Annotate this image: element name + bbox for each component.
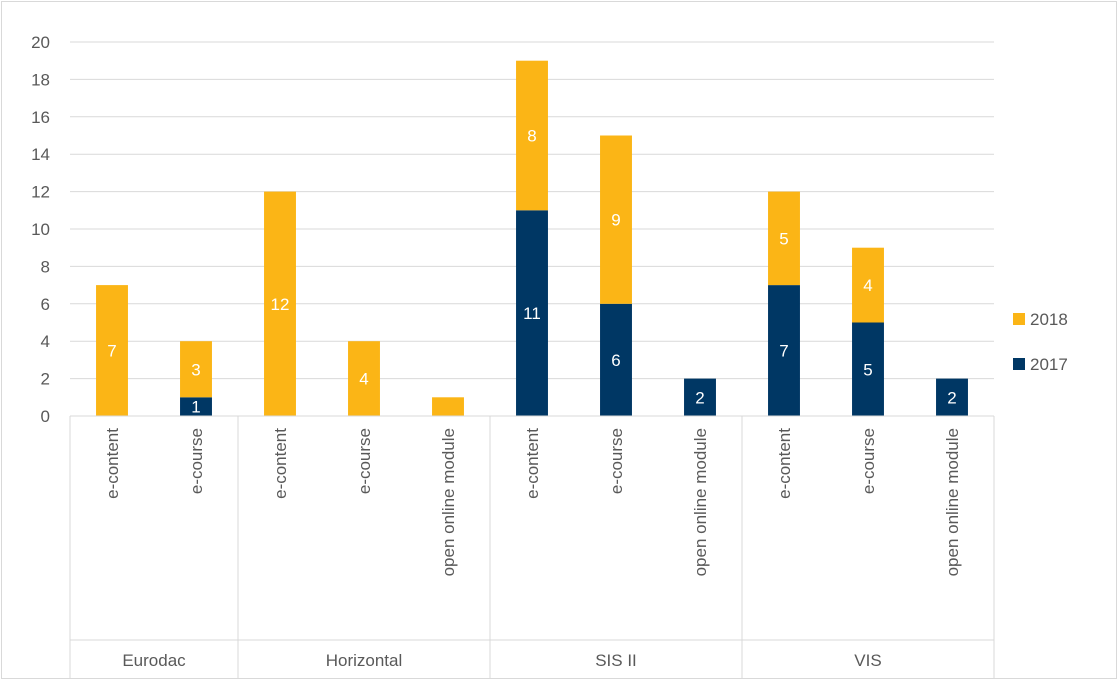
y-tick-label: 2 xyxy=(41,370,50,389)
data-label-2017: 7 xyxy=(779,342,788,361)
data-label-2018: 7 xyxy=(107,342,116,361)
x-category-label: e-content xyxy=(775,428,794,499)
data-label-2018: 3 xyxy=(191,360,200,379)
bar-2018 xyxy=(432,397,464,416)
y-tick-label: 10 xyxy=(31,220,50,239)
legend-swatch-2018 xyxy=(1013,313,1025,325)
y-tick-label: 6 xyxy=(41,295,50,314)
bar-2018 xyxy=(600,135,632,304)
x-axis: e-content e-course Eurodac e-content e-cours… xyxy=(69,415,995,678)
x-category-label: open online module xyxy=(439,428,458,576)
data-label-2017: 2 xyxy=(695,388,704,407)
bar-2018 xyxy=(180,341,212,398)
bar-2017 xyxy=(852,322,884,416)
x-category-label: e-course xyxy=(859,428,878,494)
bars xyxy=(96,60,968,416)
data-label-2017: 5 xyxy=(863,360,872,379)
y-tick-label: 16 xyxy=(31,108,50,127)
y-tick-label: 4 xyxy=(41,332,50,351)
y-axis-ticks: 0 2 4 6 8 10 12 14 16 18 20 xyxy=(31,33,50,426)
x-group-label: Horizontal xyxy=(326,651,403,670)
data-label-2018: 4 xyxy=(863,276,872,295)
y-tick-label: 8 xyxy=(41,257,50,276)
x-category-label: e-course xyxy=(355,428,374,494)
bar-2018 xyxy=(96,285,128,416)
bar-2017 xyxy=(936,378,968,416)
data-label-2018: 8 xyxy=(527,127,536,146)
y-tick-label: 20 xyxy=(31,33,50,52)
x-category-label: e-course xyxy=(607,428,626,494)
bar-2018 xyxy=(768,191,800,286)
y-tick-label: 18 xyxy=(31,70,50,89)
data-labels: 7 1 3 12 4 11 8 6 9 2 7 5 5 4 2 xyxy=(107,127,956,417)
bar-2018 xyxy=(852,247,884,323)
data-label-2017: 2 xyxy=(947,388,956,407)
x-category-label: e-content xyxy=(523,428,542,499)
bar-2017 xyxy=(516,210,548,416)
x-group-label: VIS xyxy=(854,651,881,670)
bar-2017 xyxy=(768,285,800,416)
x-category-label: e-content xyxy=(271,428,290,499)
bar-2017 xyxy=(684,378,716,416)
legend-swatch-2017 xyxy=(1013,358,1025,370)
data-label-2018: 5 xyxy=(779,229,788,248)
x-category-label: e-content xyxy=(103,428,122,499)
data-label-2017: 6 xyxy=(611,351,620,370)
legend: 2018 2017 xyxy=(1013,310,1068,374)
x-category-label: open online module xyxy=(691,428,710,576)
x-group-label: Eurodac xyxy=(122,651,186,670)
bar-2017 xyxy=(180,397,212,416)
data-label-2018: 4 xyxy=(359,370,368,389)
legend-label-2018: 2018 xyxy=(1030,310,1068,329)
y-tick-label: 14 xyxy=(31,145,50,164)
legend-label-2017: 2017 xyxy=(1030,355,1068,374)
bar-2017 xyxy=(600,303,632,416)
x-group-label: SIS II xyxy=(595,651,637,670)
data-label-2018: 12 xyxy=(271,295,290,314)
x-category-label: e-course xyxy=(187,428,206,494)
bar-2018 xyxy=(516,60,548,211)
y-tick-label: 0 xyxy=(41,407,50,426)
x-category-label: open online module xyxy=(943,428,962,576)
data-label-2018: 9 xyxy=(611,211,620,230)
data-label-2017: 1 xyxy=(191,398,200,417)
bar-2018 xyxy=(348,341,380,416)
data-label-2017: 11 xyxy=(523,304,541,323)
bar-2018 xyxy=(264,191,296,416)
y-tick-label: 12 xyxy=(31,183,50,202)
